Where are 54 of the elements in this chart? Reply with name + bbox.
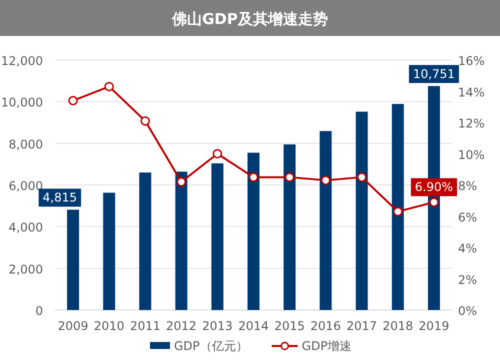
y-tick-label: 12,000 <box>1 54 43 68</box>
legend-label: GDP（亿元） <box>174 339 248 353</box>
data-label: 10,751 <box>412 67 455 82</box>
data-label: 6.90% <box>414 180 454 194</box>
bar <box>139 172 152 310</box>
bar <box>392 104 404 310</box>
y2-tick-label: 2% <box>458 272 478 287</box>
y2-tick-label: 8% <box>458 179 478 193</box>
point <box>68 96 78 106</box>
point <box>176 177 186 187</box>
x-tick-label: 2015 <box>274 319 305 333</box>
x-tick-label: 2017 <box>346 319 378 333</box>
y-tick-label: 10,000 <box>1 96 43 110</box>
point <box>104 82 114 92</box>
x-tick-label: 2009 <box>58 319 88 333</box>
y2-tick-label: 0% <box>458 304 478 318</box>
y2-tick-label: 6% <box>458 210 478 224</box>
bar <box>103 192 116 310</box>
y2-tick-label: 4% <box>458 242 478 256</box>
y-tick-label: 6,000 <box>8 179 43 193</box>
y2-tick-label: 16% <box>458 54 485 68</box>
y2-tick-label: 12% <box>458 116 485 130</box>
bar <box>67 210 80 310</box>
point <box>393 206 403 216</box>
point <box>212 149 222 158</box>
x-tick-label: 2018 <box>382 319 414 333</box>
y2-tick-label: 10% <box>458 148 485 162</box>
y-tick-label: 8,000 <box>8 137 43 152</box>
x-tick-label: 2011 <box>130 319 160 333</box>
x-tick-label: 2013 <box>202 319 233 333</box>
bar <box>356 112 368 310</box>
chart-title: 佛山GDP及其增速走势 <box>171 10 328 28</box>
bar <box>211 163 224 310</box>
y-tick-label: 0 <box>35 304 43 318</box>
x-tick-label: 2010 <box>94 319 124 333</box>
bar <box>248 152 260 310</box>
point <box>284 172 294 182</box>
x-tick-label: 2012 <box>166 319 197 333</box>
point <box>429 197 439 207</box>
legend-label: GDP增速 <box>302 339 352 353</box>
y-tick-label: 2,000 <box>8 262 43 276</box>
x-tick-label: 2014 <box>238 319 269 333</box>
point <box>357 172 367 182</box>
point <box>140 116 150 126</box>
bar <box>175 172 188 310</box>
point <box>320 176 330 186</box>
bar <box>320 131 332 310</box>
x-tick-label: 2016 <box>310 319 341 333</box>
x-tick-label: 2019 <box>418 319 450 333</box>
y-tick-label: 4,000 <box>8 220 43 235</box>
y2-tick-label: 14% <box>458 85 485 100</box>
data-label: 4,815 <box>42 190 78 205</box>
point <box>248 172 258 182</box>
bar <box>284 144 296 310</box>
